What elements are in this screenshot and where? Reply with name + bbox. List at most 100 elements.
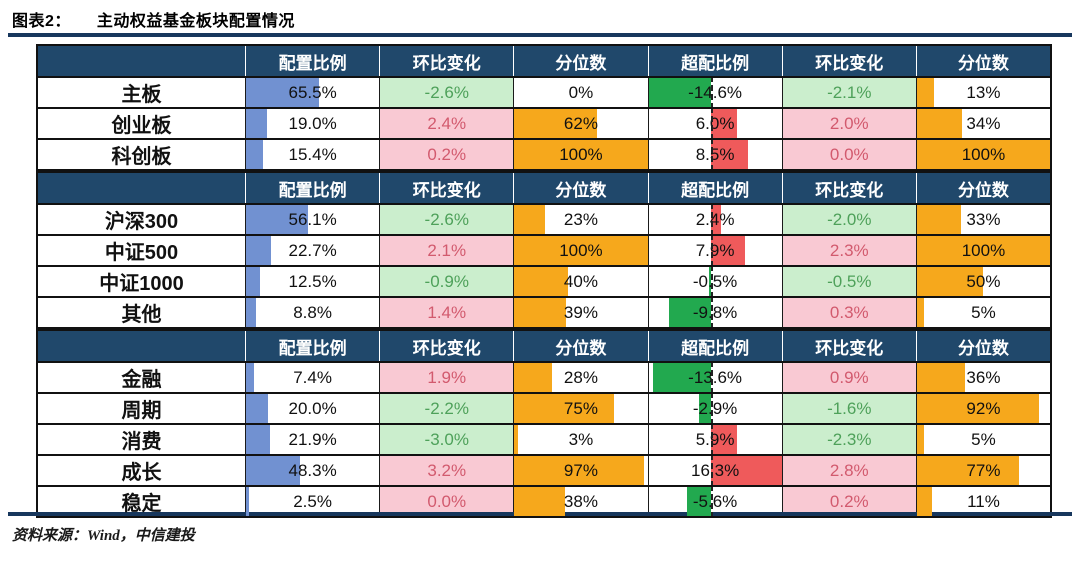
overweight-pos-bar: [711, 425, 737, 454]
percentile-bar: [514, 140, 648, 169]
column-header-label: 分位数: [555, 180, 607, 200]
alloc-value: 56.1%: [288, 209, 337, 229]
alloc-percentile-cell: 40%: [513, 267, 647, 296]
column-header-label: 超配比例: [681, 180, 750, 200]
column-header-label: 环比变化: [412, 180, 481, 200]
table-row: 主板 65.5% -2.6% 0% -14.6% -2.1% 13%: [38, 78, 1050, 109]
overweight-percentile-value: 92%: [966, 398, 1001, 418]
alloc-percentile-cell: 97%: [513, 456, 647, 485]
overweight-change-cell: -0.5%: [781, 267, 916, 296]
overweight-value: 16.3%: [691, 460, 740, 480]
alloc-percentile-cell: 100%: [513, 140, 648, 169]
percentile-bar: [514, 363, 552, 392]
overweight-pos-bar: [711, 236, 746, 265]
overweight-cell: -2.9%: [647, 394, 782, 423]
overweight-percentile-value: 34%: [966, 113, 1001, 133]
column-header-5: 分位数: [915, 331, 1050, 361]
header-corner-cell: [38, 173, 245, 203]
overweight-value: -14.6%: [688, 82, 743, 102]
alloc-change-cell: 2.4%: [379, 109, 514, 138]
overweight-change-cell: 2.8%: [781, 456, 916, 485]
percentile-bar: [514, 487, 565, 516]
overweight-value: -9.8%: [692, 302, 738, 322]
allocation-table: 配置比例 环比变化 分位数 超配比例 环比变化 分位数 主板 65.5% -2.6% 0% -14.…: [36, 44, 1052, 518]
overweight-change-value: -0.5%: [827, 271, 872, 291]
alloc-change-value: 0.0%: [427, 491, 467, 511]
alloc-bar: [246, 267, 260, 296]
row-label: 创业板: [111, 115, 172, 137]
column-header-3: 超配比例: [647, 173, 782, 203]
overweight-percentile-value: 5%: [971, 429, 996, 449]
percentile-bar: [514, 109, 597, 138]
row-label: 沪深300: [104, 211, 179, 233]
percentile-bar: [916, 456, 1020, 485]
alloc-bar: [246, 425, 271, 454]
overweight-cell: 5.9%: [647, 425, 782, 454]
percentile-bar: [916, 78, 935, 107]
section-header-row: 配置比例 环比变化 分位数 超配比例 环比变化 分位数: [38, 44, 1050, 78]
column-header-1: 环比变化: [379, 331, 513, 361]
overweight-percentile-cell: 5%: [915, 425, 1050, 454]
alloc-change-value: 0.2%: [427, 144, 467, 164]
column-header-2: 分位数: [513, 331, 647, 361]
percentile-bar: [916, 267, 984, 296]
overweight-percentile-value: 5%: [971, 302, 996, 322]
column-header-label: 超配比例: [681, 338, 750, 358]
overweight-value: 2.4%: [695, 209, 735, 229]
overweight-percentile-cell: 100%: [915, 236, 1051, 265]
overweight-neg-bar: [698, 394, 712, 423]
overweight-value: -2.9%: [692, 398, 738, 418]
overweight-value: 8.5%: [695, 144, 735, 164]
overweight-cell: 8.5%: [647, 140, 782, 169]
alloc-change-cell: -2.2%: [379, 394, 514, 423]
figure-title-prefix: 图表2：: [12, 13, 71, 30]
overweight-cell: 7.9%: [647, 236, 782, 265]
column-header-4: 环比变化: [781, 46, 916, 76]
overweight-change-value: 0.3%: [829, 302, 869, 322]
overweight-change-cell: 0.9%: [781, 363, 916, 392]
overweight-value: -5.6%: [692, 491, 738, 511]
alloc-bar: [246, 456, 300, 485]
overweight-percentile-value: 13%: [966, 82, 1001, 102]
table-row: 中证500 22.7% 2.1% 100% 7.9% 2.3% 100%: [38, 236, 1051, 267]
alloc-percentile-value: 100%: [559, 240, 603, 260]
percentile-bar: [916, 298, 924, 327]
percentile-bar: [514, 425, 519, 454]
alloc-ratio-cell: 22.7%: [245, 236, 379, 265]
figure-title: 图表2： 主动权益基金板块配置情况: [12, 7, 295, 31]
overweight-change-value: 0.2%: [829, 491, 869, 511]
alloc-ratio-cell: 56.1%: [245, 205, 379, 234]
column-header-label: 配置比例: [278, 53, 347, 73]
alloc-bar: [246, 363, 255, 392]
alloc-value: 21.9%: [288, 429, 337, 449]
overweight-change-value: 0.9%: [829, 367, 869, 387]
overweight-change-cell: 2.0%: [781, 109, 916, 138]
column-header-3: 超配比例: [647, 331, 782, 361]
overweight-percentile-cell: 92%: [915, 394, 1050, 423]
alloc-change-value: -2.6%: [424, 209, 469, 229]
alloc-percentile-value: 3%: [568, 429, 594, 449]
alloc-bar: [246, 394, 269, 423]
alloc-change-cell: 2.1%: [379, 236, 514, 265]
overweight-value: -13.6%: [688, 367, 743, 387]
row-label-cell: 稳定: [38, 487, 245, 516]
alloc-ratio-cell: 19.0%: [245, 109, 379, 138]
overweight-neg-bar: [687, 487, 712, 516]
table-row: 其他 8.8% 1.4% 39% -9.8% 0.3% 5%: [38, 298, 1050, 329]
overweight-percentile-value: 100%: [961, 240, 1006, 260]
overweight-percentile-cell: 100%: [915, 140, 1051, 169]
zero-axis-dashed-line: [711, 487, 714, 516]
section-header-row: 配置比例 环比变化 分位数 超配比例 环比变化 分位数: [38, 329, 1050, 363]
alloc-bar: [246, 487, 249, 516]
row-label: 消费: [121, 431, 162, 453]
column-header-label: 分位数: [555, 338, 607, 358]
alloc-percentile-cell: 3%: [513, 425, 647, 454]
table-row: 消费 21.9% -3.0% 3% 5.9% -2.3% 5%: [38, 425, 1050, 456]
zero-axis-dashed-line: [711, 205, 714, 234]
alloc-change-value: -2.6%: [424, 82, 469, 102]
overweight-percentile-cell: 34%: [915, 109, 1050, 138]
row-label-cell: 其他: [38, 298, 245, 327]
alloc-change-value: -3.0%: [424, 429, 469, 449]
column-header-label: 分位数: [957, 338, 1009, 358]
alloc-percentile-value: 40%: [563, 271, 598, 291]
